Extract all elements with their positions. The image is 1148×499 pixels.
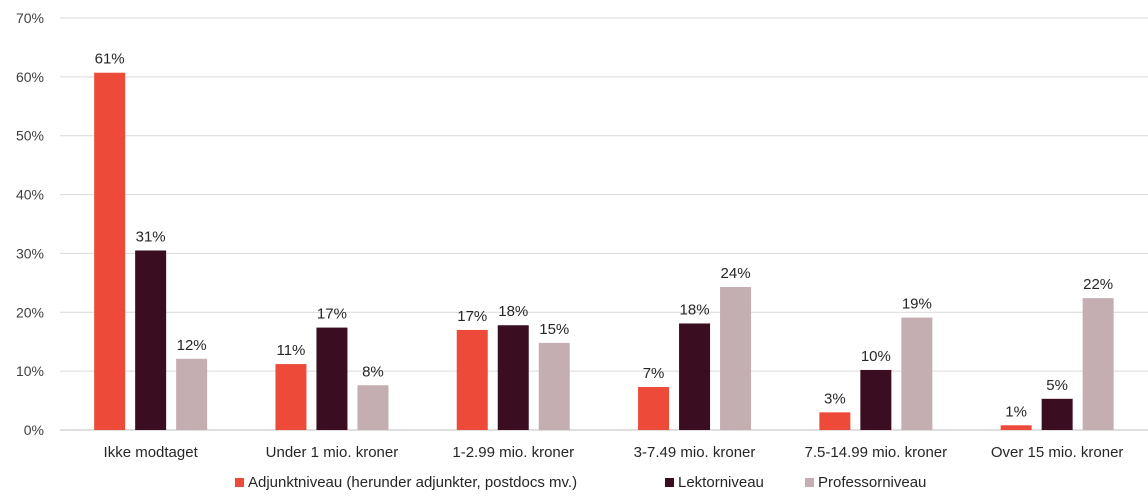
bar: [456, 329, 488, 430]
bar: [316, 327, 348, 430]
data-label: 31%: [136, 228, 166, 245]
data-label: 3%: [824, 390, 846, 407]
x-tick-label: 1-2.99 mio. kroner: [452, 444, 574, 461]
x-tick-label: Over 15 mio. kroner: [991, 444, 1124, 461]
data-label: 1%: [1005, 403, 1027, 420]
bar: [275, 364, 307, 430]
y-tick-label: 10%: [16, 363, 44, 379]
data-label: 17%: [457, 308, 487, 325]
y-axis-ticks: 0% 10% 20% 30% 40% 50% 60% 70%: [16, 10, 44, 438]
y-tick-label: 70%: [16, 10, 44, 26]
y-tick-label: 50%: [16, 128, 44, 144]
data-label: 61%: [95, 51, 125, 68]
bar: [638, 387, 670, 430]
x-axis-ticks: Ikke modtaget Under 1 mio. kroner 1-2.99 m…: [104, 444, 1124, 461]
data-label: 10%: [861, 348, 891, 365]
data-label: 18%: [498, 303, 528, 320]
legend-item: Professorniveau: [805, 474, 926, 491]
y-tick-label: 30%: [16, 245, 44, 261]
data-label: 24%: [721, 265, 751, 282]
x-tick-label: Under 1 mio. kroner: [266, 444, 399, 461]
legend-label: Professorniveau: [818, 474, 926, 491]
legend-item: Lektorniveau: [665, 474, 764, 491]
legend: Adjunktniveau (herunder adjunkter, postd…: [235, 474, 926, 491]
legend-label: Lektorniveau: [678, 474, 764, 491]
data-label: 5%: [1046, 377, 1068, 394]
data-label: 12%: [177, 337, 207, 354]
bar: [860, 369, 892, 430]
x-tick-label: Ikke modtaget: [104, 444, 199, 461]
y-tick-label: 60%: [16, 69, 44, 85]
bar: [720, 286, 752, 430]
legend-swatch: [805, 478, 814, 487]
bar: [819, 412, 851, 430]
gridlines: [60, 17, 1148, 431]
bar: [497, 325, 529, 430]
y-tick-label: 20%: [16, 304, 44, 320]
bars: [94, 72, 1114, 430]
bar: [538, 342, 570, 430]
data-label: 7%: [643, 365, 665, 382]
y-tick-label: 40%: [16, 187, 44, 203]
x-tick-label: 3-7.49 mio. kroner: [634, 444, 756, 461]
bar: [901, 317, 933, 430]
data-label: 18%: [680, 301, 710, 318]
bar: [135, 250, 167, 430]
bar: [357, 385, 389, 430]
x-tick-label: 7.5-14.99 mio. kroner: [805, 444, 948, 461]
data-label: 11%: [276, 342, 305, 359]
legend-swatch: [235, 478, 244, 487]
bar: [94, 72, 126, 430]
data-labels: 61% 31% 12% 11% 17% 8% 17% 18% 15% 7% 18% 24% 3% 10% 1…: [95, 51, 1114, 421]
bar: [1000, 425, 1032, 430]
legend-item: Adjunktniveau (herunder adjunkter, postd…: [235, 474, 577, 491]
data-label: 8%: [362, 363, 384, 380]
legend-swatch: [665, 478, 674, 487]
legend-label: Adjunktniveau (herunder adjunkter, postd…: [248, 474, 577, 491]
data-label: 17%: [317, 306, 347, 323]
y-tick-label: 0%: [24, 422, 44, 438]
bar: [176, 358, 208, 430]
bar: [1041, 398, 1073, 430]
data-label: 19%: [902, 296, 932, 313]
data-label: 22%: [1083, 276, 1113, 293]
bar: [1082, 298, 1114, 430]
data-label: 15%: [539, 321, 569, 338]
bar: [679, 323, 711, 430]
